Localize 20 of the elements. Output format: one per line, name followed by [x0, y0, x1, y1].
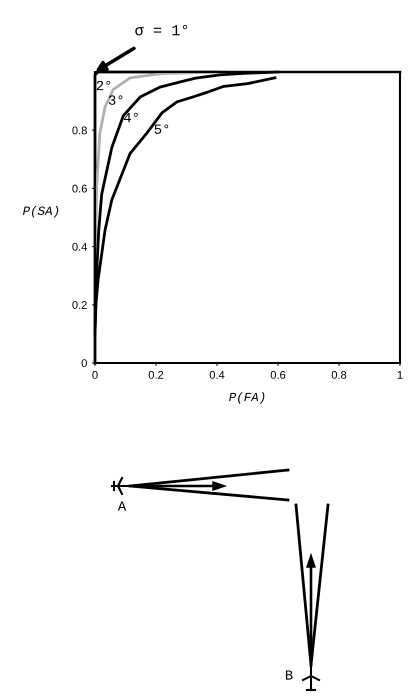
text: A — [118, 501, 126, 511]
x-axis-title: P(FA) — [229, 392, 264, 404]
x-tick-label: 0 — [92, 370, 98, 379]
y-tick-label: 0.6 — [72, 184, 87, 193]
annotation: σ = 1° — [135, 24, 188, 36]
annotation: 2° — [96, 80, 110, 90]
y-axis-title: P(SA) — [22, 206, 58, 218]
x-tick-label: 0.8 — [332, 370, 346, 379]
x-tick-label: 1 — [398, 371, 403, 379]
y-tick-label: 0.4 — [72, 242, 88, 251]
y-tick-label: 0.8 — [72, 126, 87, 134]
y-tick-label: 0.2 — [72, 301, 87, 309]
y-tick-label: 0 — [82, 359, 87, 368]
text: B — [286, 670, 293, 680]
annotation: 4° — [124, 112, 138, 122]
annotation: 5° — [154, 124, 168, 134]
x-tick-label: 0.2 — [148, 370, 164, 379]
x-tick-label: 0.4 — [210, 370, 224, 379]
x-tick-label: 0.6 — [270, 370, 286, 379]
annotation: 3° — [108, 95, 122, 105]
